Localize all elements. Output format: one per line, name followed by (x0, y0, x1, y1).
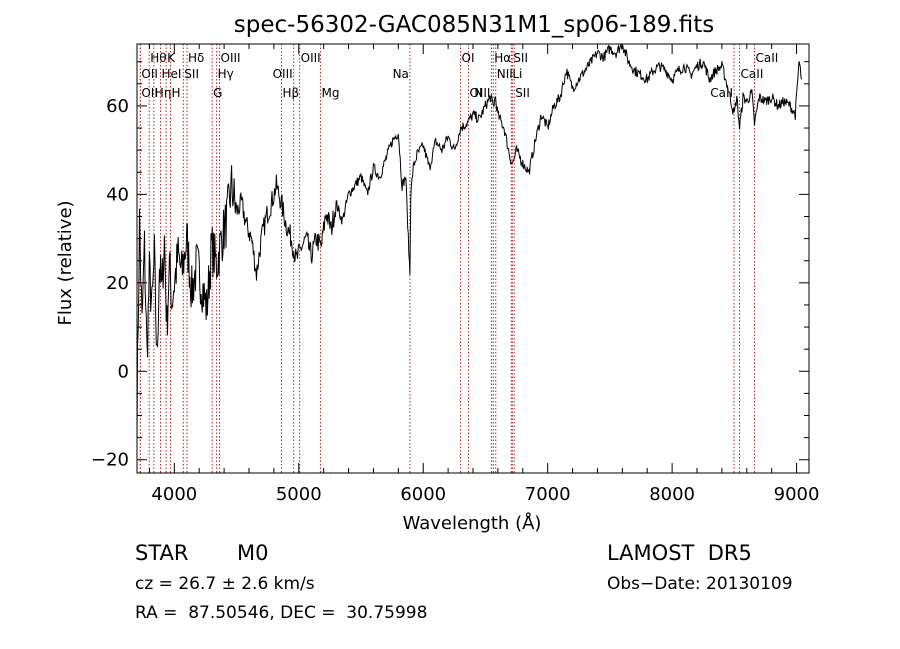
line-label-21: NII (474, 86, 490, 100)
line-label-15: Mg (322, 86, 340, 100)
object-subclass: M0 (237, 541, 269, 565)
line-label-16: Na (393, 67, 409, 81)
line-label-13: OIII (301, 51, 321, 65)
y-tick-label-40: 40 (106, 184, 129, 205)
x-tick-label-6000: 6000 (400, 484, 446, 505)
y-axis-label: Flux (relative) (55, 200, 76, 325)
line-label-8: SII (184, 67, 199, 81)
line-label-14: OIII (273, 67, 293, 81)
line-label-20: NII (497, 67, 513, 81)
line-label-23: Li (512, 67, 522, 81)
y-tick-label-20: 20 (106, 273, 129, 294)
coordinates-text: RA = 87.50546, DEC = 30.75998 (135, 603, 428, 623)
y-tick-label-60: 60 (106, 96, 129, 117)
line-label-0: Hθ (150, 51, 166, 65)
line-label-10: Hγ (218, 67, 234, 81)
line-label-12: Hβ (282, 86, 299, 100)
x-axis-label: Wavelength (Å) (403, 512, 542, 534)
x-tick-label-9000: 9000 (774, 484, 820, 505)
redshift-text: cz = 26.7 ± 2.6 km/s (135, 574, 315, 594)
line-label-18: OI (470, 86, 483, 100)
line-label-7: Hδ (188, 51, 204, 65)
line-label-17: OI (462, 51, 475, 65)
line-label-6: H (171, 86, 180, 100)
object-class: STAR (135, 541, 189, 565)
spectrum-series (136, 44, 802, 443)
spectrum-line (136, 44, 802, 443)
y-tick-label-0: 0 (118, 361, 129, 382)
line-label-22: SII (513, 51, 528, 65)
line-label-9: OIII (221, 51, 241, 65)
line-label-25: CaII (755, 51, 778, 65)
spectral-line-markers (139, 44, 755, 473)
chart-title: spec-56302-GAC085N31M1_sp06-189.fits (234, 12, 714, 38)
line-label-19: Hα (494, 51, 511, 65)
x-tick-label-4000: 4000 (151, 484, 197, 505)
obs-date-text: Obs−Date: 20130109 (607, 574, 793, 594)
line-label-1: OII (141, 67, 158, 81)
line-label-2: OII (141, 86, 158, 100)
survey-name: LAMOST DR5 (607, 541, 752, 565)
line-label-3: K (167, 51, 176, 65)
line-label-27: CaII (710, 86, 733, 100)
x-axis: 4000 5000 6000 7000 8000 9000 (148, 44, 820, 505)
plot-frame (136, 43, 810, 474)
line-label-11: G (213, 86, 222, 100)
x-tick-label-8000: 8000 (649, 484, 695, 505)
line-label-4: HeI (162, 67, 182, 81)
line-label-5: Hη (155, 86, 172, 100)
y-axis: −20 0 20 40 60 (91, 61, 809, 471)
y-tick-label--20: −20 (91, 450, 129, 471)
spectral-line-labels: Hθ OII OII K HeI Hη H Hδ SII OIII Hγ G Hβ OIII OIII Mg N… (141, 51, 778, 100)
x-tick-label-5000: 5000 (276, 484, 322, 505)
line-label-24: SII (515, 86, 530, 100)
x-tick-label-7000: 7000 (525, 484, 571, 505)
line-label-26: CaII (741, 67, 764, 81)
